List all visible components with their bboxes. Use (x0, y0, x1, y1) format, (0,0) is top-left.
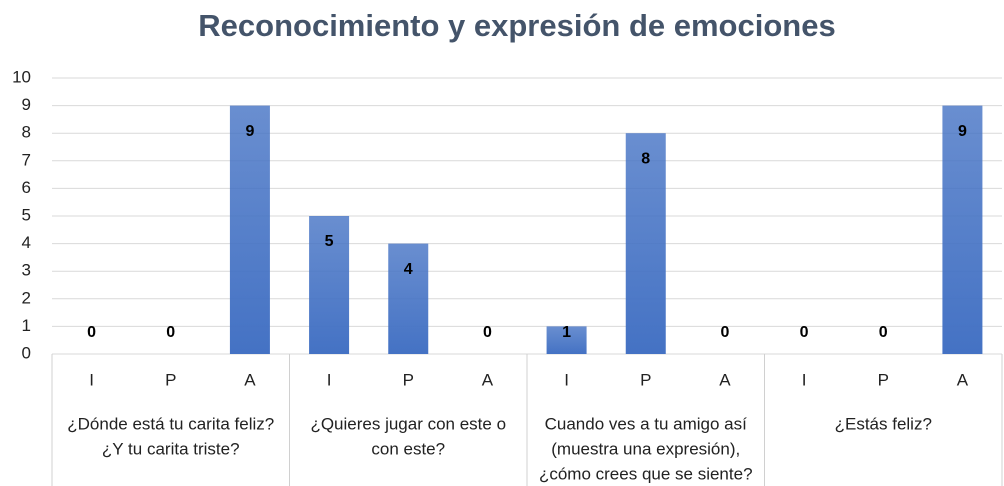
bar (309, 216, 350, 354)
data-label: 9 (245, 123, 254, 140)
y-tick-label: 8 (22, 123, 31, 142)
bar (625, 133, 666, 354)
data-label: 0 (800, 324, 809, 341)
group-label: ¿Quieres jugar con este o (310, 414, 506, 433)
data-label: 4 (404, 261, 413, 278)
x-tick-label: I (802, 370, 807, 389)
y-tick-label: 5 (22, 205, 31, 224)
y-tick-label: 9 (22, 95, 31, 114)
x-tick-label: I (564, 370, 569, 389)
x-tick-label: A (957, 370, 969, 389)
group-label: ¿cómo crees que se siente? (539, 464, 753, 483)
y-tick-label: 2 (22, 288, 31, 307)
data-label: 0 (87, 324, 96, 341)
y-tick-label: 6 (22, 178, 31, 197)
x-tick-label: I (89, 370, 94, 389)
x-tick-label: A (244, 370, 256, 389)
group-label: ¿Dónde está tu carita feliz? (67, 414, 274, 433)
group-label: Cuando ves a tu amigo así (545, 414, 748, 433)
y-tick-label: 0 (22, 343, 31, 362)
x-tick-label: A (482, 370, 494, 389)
x-tick-label: P (165, 370, 176, 389)
y-tick-label: 4 (22, 233, 31, 252)
data-label: 0 (879, 324, 888, 341)
group-label: con este? (371, 439, 445, 458)
x-tick-label: P (403, 370, 414, 389)
data-label: 9 (958, 123, 967, 140)
bar (229, 105, 270, 354)
y-tick-label: 10 (12, 67, 31, 86)
x-tick-label: P (640, 370, 651, 389)
bar (388, 243, 429, 354)
x-tick-label: P (878, 370, 889, 389)
x-tick-label: I (327, 370, 332, 389)
data-label: 1 (562, 324, 571, 341)
x-tick-label: A (719, 370, 731, 389)
data-label: 0 (166, 324, 175, 341)
bar (546, 326, 587, 354)
group-label: ¿Estás feliz? (835, 414, 932, 433)
group-label: (muestra una expresión), (551, 439, 740, 458)
y-tick-label: 7 (22, 150, 31, 169)
y-tick-label: 3 (22, 261, 31, 280)
data-label: 0 (483, 324, 492, 341)
chart-title: Reconocimiento y expresión de emociones (198, 8, 835, 43)
data-label: 5 (325, 233, 334, 250)
data-label: 8 (641, 150, 650, 167)
data-label: 0 (720, 324, 729, 341)
y-tick-label: 1 (22, 316, 31, 335)
bar (942, 105, 983, 354)
group-label: ¿Y tu carita triste? (102, 439, 240, 458)
